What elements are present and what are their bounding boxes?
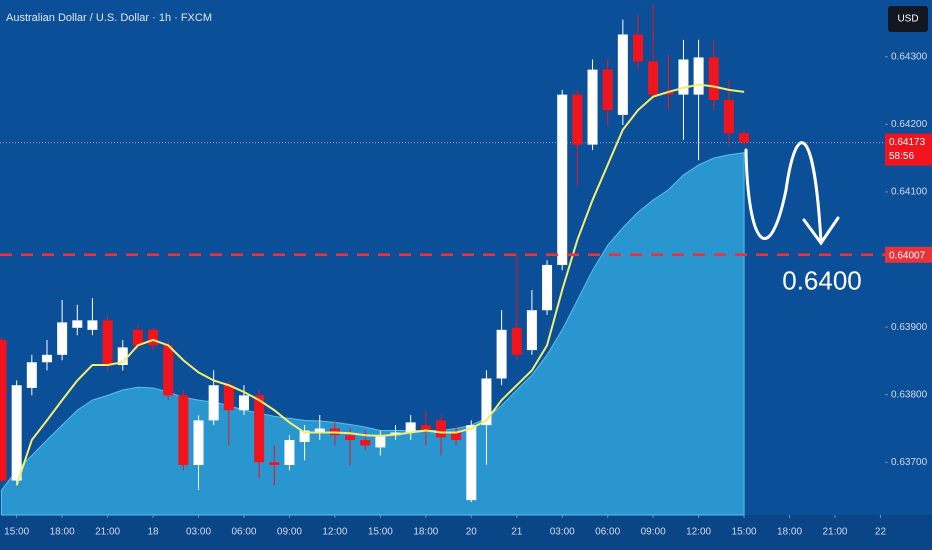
candle-body [481,378,492,426]
x-tick-label: 21:00 [822,527,847,538]
candle-body [238,395,249,411]
x-tick-label: 21:00 [95,527,120,538]
x-tick-label: 20 [466,527,478,538]
candle-body [102,320,113,365]
candle-body [648,61,659,95]
candle-body [678,59,689,95]
candle-body [526,310,537,351]
level-label: 0.64007 [889,250,926,261]
x-tick-label: 06:00 [231,527,256,538]
x-tick-label: 21 [511,527,523,538]
candle-body [269,462,280,465]
candle-body [26,362,37,388]
candle-body [254,395,265,463]
y-tick-label: 0.64200 [891,119,928,130]
x-tick-label: 12:00 [322,527,347,538]
y-tick-label: 0.63700 [891,457,928,468]
candle-body [360,439,371,446]
candle-body [284,439,295,465]
candle-body [132,329,143,346]
candle-body [208,385,219,421]
candle-body [314,428,325,433]
x-tick-label: 09:00 [641,527,666,538]
candle-body [405,422,416,433]
x-tick-label: 15:00 [732,527,757,538]
candle-body [435,420,446,438]
candle-body [178,395,189,465]
x-tick-label: 06:00 [595,527,620,538]
candle-body [496,329,507,379]
last-price-label: 0.64173 [889,137,926,148]
candle-body [223,385,234,411]
candle-body [557,94,568,265]
candle-body [572,94,583,145]
last-price-box [885,133,932,166]
candle-body [542,264,553,311]
x-tick-label: 18:00 [777,527,802,538]
ma-line [15,83,745,486]
candle-body [148,329,159,346]
candle-body [11,385,22,481]
candle-body [163,345,174,396]
candle-body [511,327,522,355]
candles [0,4,750,503]
candle-body [87,320,98,330]
candle-body [117,347,128,365]
x-tick-label: 18 [147,527,159,538]
x-tick-label: 12:00 [686,527,711,538]
y-tick-label: 0.63900 [891,322,928,333]
x-tick-label: 18:00 [413,527,438,538]
candle-body [632,34,643,62]
x-tick-label: 15:00 [4,527,29,538]
labels: 0.64300 0.64200 0.64100 0.63900 0.63800 0.637… [4,51,932,538]
x-tick-label: 03:00 [550,527,575,538]
candle-body [723,100,734,134]
x-tick-label: 15:00 [368,527,393,538]
candle-body [0,339,7,481]
x-tick-label: 18:00 [50,527,75,538]
x-tick-label: 22 [875,527,887,538]
chart-title: Australian Dollar / U.S. Dollar · 1h · F… [6,12,212,24]
candle-body [587,69,598,145]
candle-body [466,425,477,501]
candle-body [41,354,52,363]
annotation: 0.6400 [782,265,862,295]
candle-body [451,432,462,440]
candle-body [375,435,386,448]
candle-body [617,34,628,115]
x-tick-label: 03:00 [186,527,211,538]
candle-body [193,420,204,465]
currency: USD [897,14,918,25]
candle-body [663,91,674,95]
candle-body [602,69,613,111]
candle-body [420,425,431,431]
candle-body [708,57,719,101]
ma-layer [15,83,745,486]
arrow-curve [744,141,823,244]
candle-body [72,320,83,328]
candle-body [299,430,310,443]
candle-body [739,133,750,143]
arrow-head [802,216,840,246]
candle-body [693,57,704,95]
time-axis [0,515,932,550]
y-tick-label: 0.63800 [891,389,928,400]
currency-box[interactable] [888,6,928,32]
level-label-box [885,246,932,263]
y-tick-label: 0.64300 [891,51,928,62]
arrow [744,141,840,246]
x-tick-label: 09:00 [277,527,302,538]
y-tick-label: 0.64100 [891,187,928,198]
candle-body [57,322,68,355]
countdown: 58:56 [889,151,914,162]
candle-body [345,435,356,440]
